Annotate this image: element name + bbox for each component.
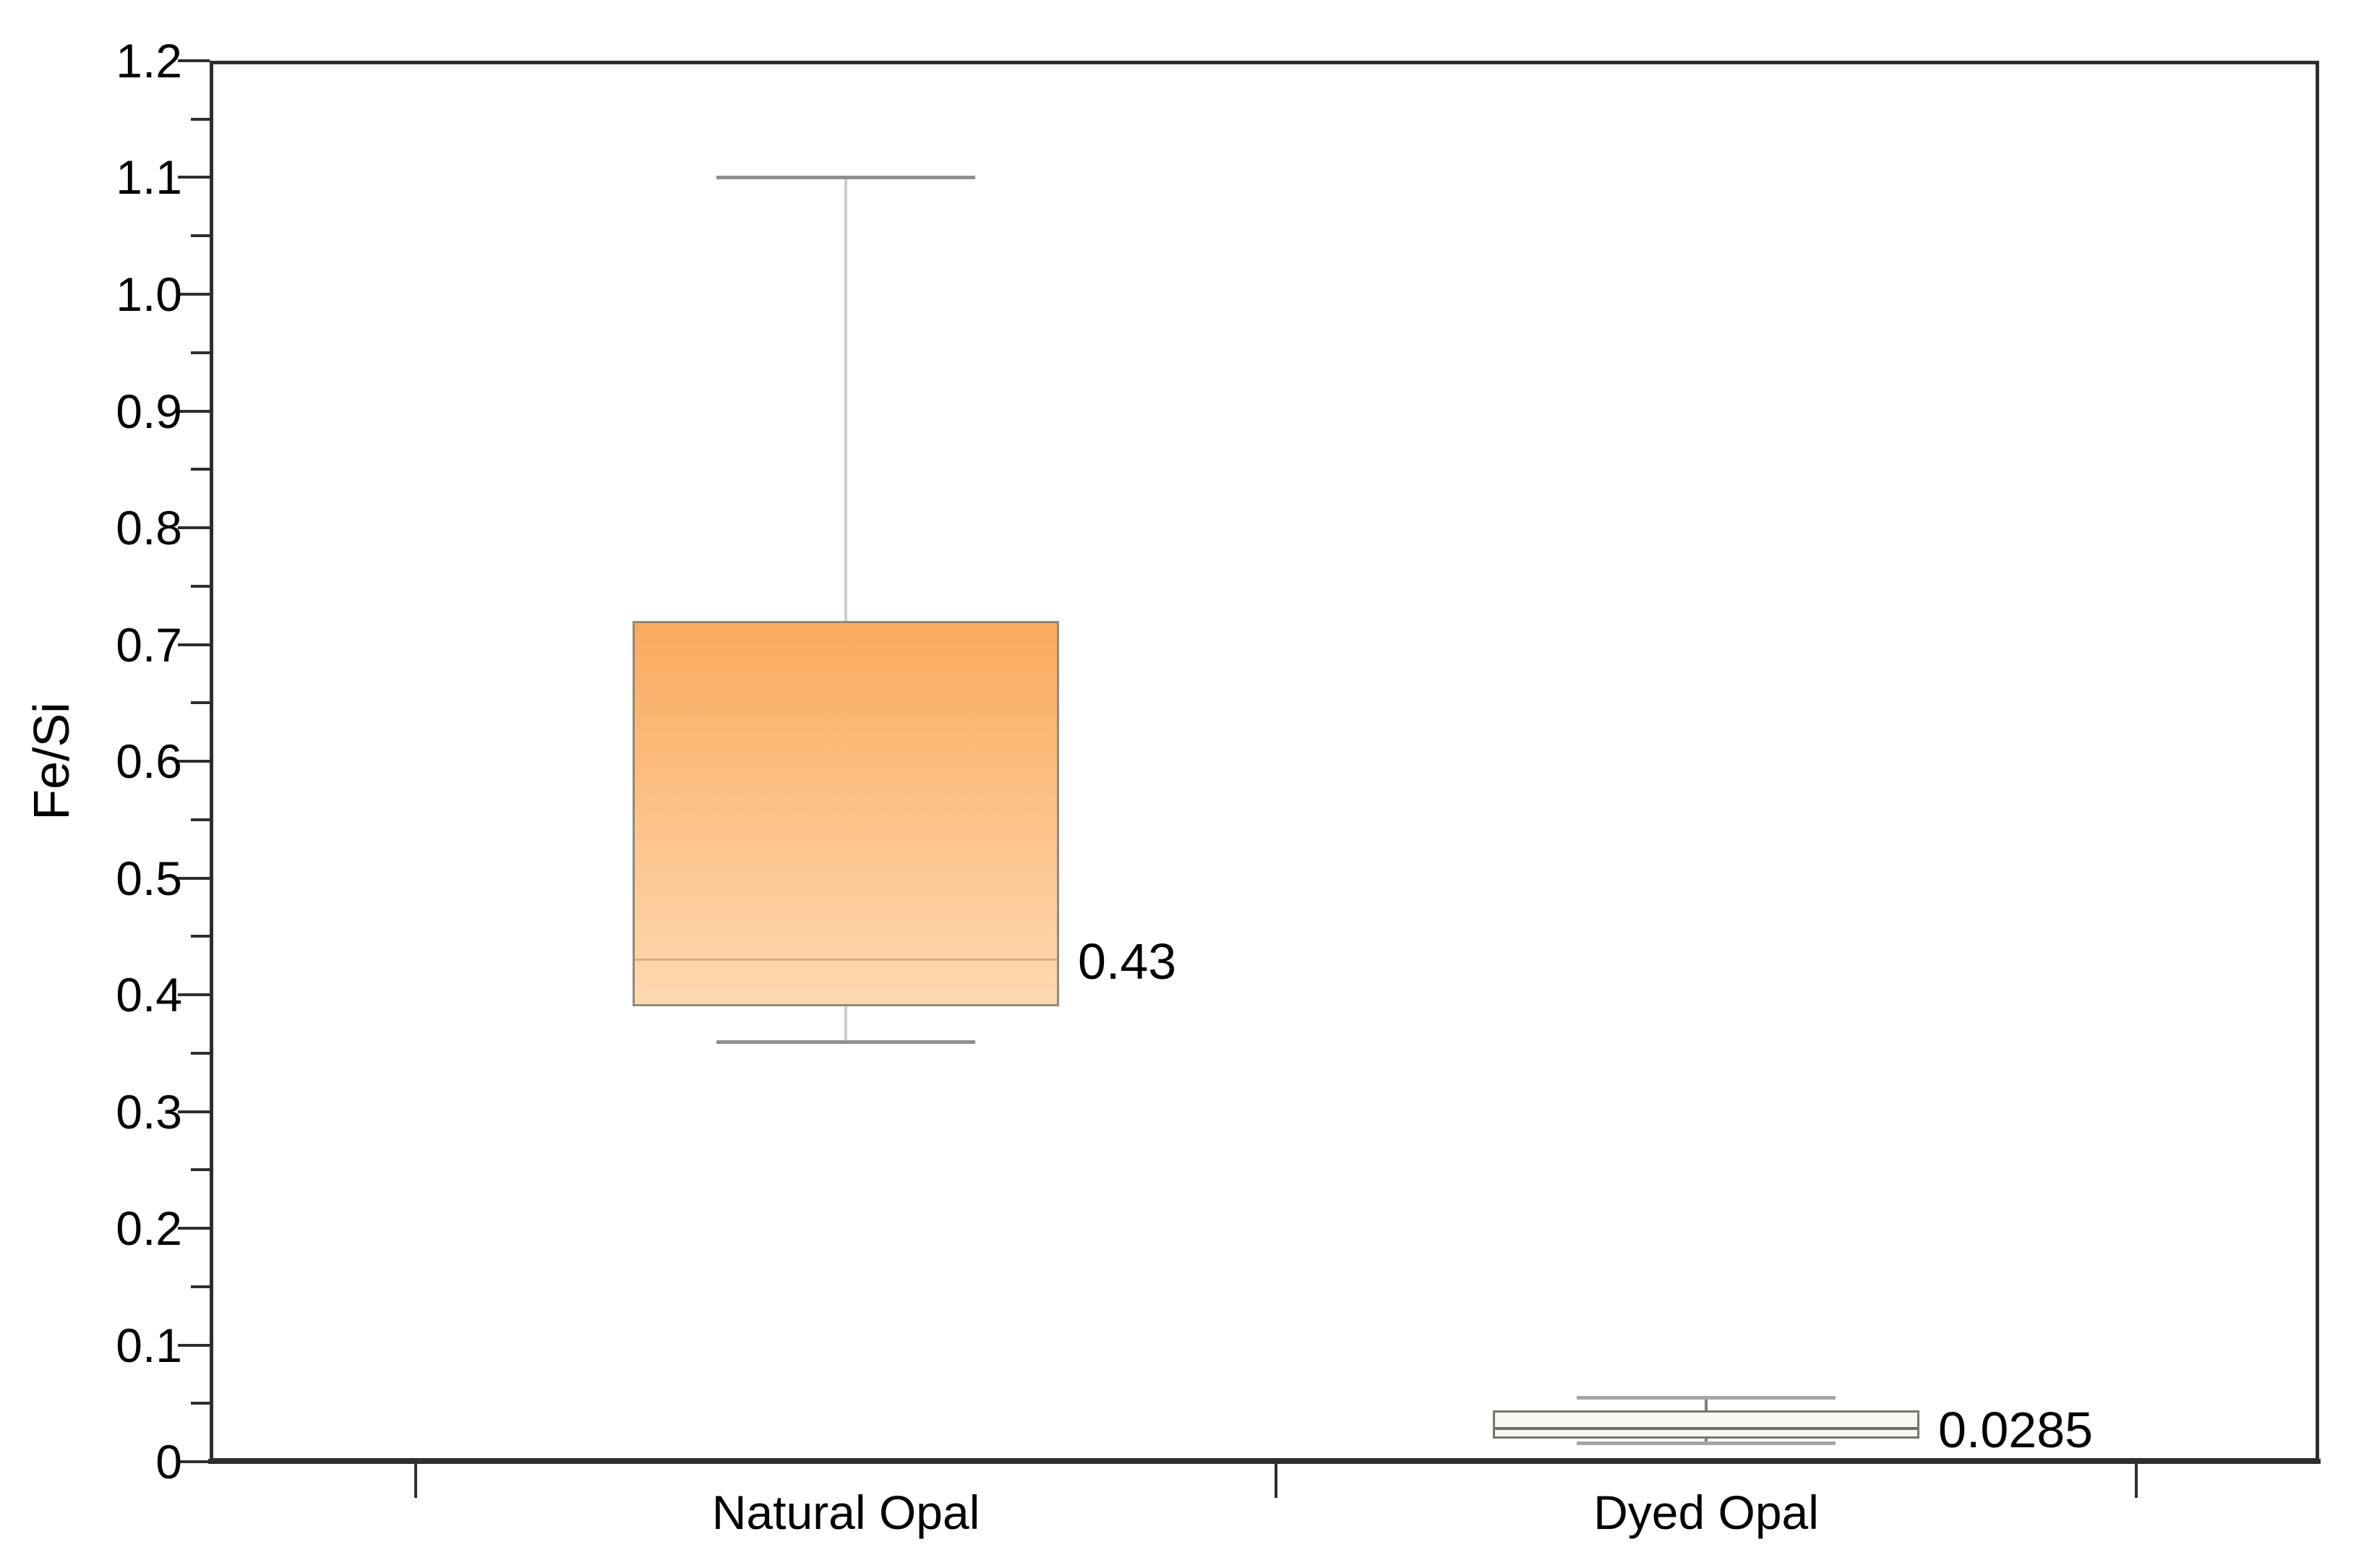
y-minor-tick [191,1052,210,1055]
y-major-tick [178,176,210,179]
whisker-lower-line-dyed-opal [1705,1439,1708,1443]
y-minor-tick [191,585,210,588]
y-tick-label: 0.3 [116,1085,182,1139]
y-major-tick [178,877,210,880]
whisker-upper-line-dyed-opal [1705,1397,1708,1410]
y-minor-tick [191,468,210,471]
y-minor-tick [191,1285,210,1288]
x-category-label: Natural Opal [711,1486,980,1539]
y-major-tick [178,993,210,996]
y-major-tick [178,1344,210,1347]
box-natural-opal [633,621,1059,1006]
y-tick-label: 0.8 [116,501,182,554]
median-line-natural-opal [635,959,1057,961]
y-major-tick [178,1110,210,1113]
y-minor-tick [191,1168,210,1171]
whisker-lower-cap-natural-opal [716,1040,975,1044]
y-minor-tick [191,118,210,121]
whisker-upper-cap-natural-opal [716,176,975,179]
y-major-tick [178,760,210,763]
x-category-label: Dyed Opal [1593,1486,1819,1539]
y-major-tick [178,410,210,413]
y-major-tick [178,526,210,529]
y-minor-tick [191,1402,210,1405]
y-major-tick [178,1227,210,1230]
x-division-tick [2135,1462,2138,1498]
x-division-tick [414,1462,417,1498]
y-tick-label: 1.2 [116,34,182,87]
whisker-upper-line-natural-opal [844,177,847,621]
median-line-dyed-opal [1495,1427,1917,1430]
y-tick-label: 0.7 [116,618,182,672]
x-division-tick [1275,1462,1277,1498]
y-major-tick [178,293,210,296]
y-tick-label: 1.1 [116,150,182,204]
y-tick-label: 0.2 [116,1201,182,1255]
y-minor-tick [191,935,210,938]
y-tick-label: 1.0 [116,267,182,321]
x-axis-baseline [208,1459,2321,1464]
y-minor-tick [191,701,210,704]
box-dyed-opal [1493,1410,1919,1439]
y-minor-tick [191,234,210,237]
median-annotation-dyed-opal: 0.0285 [1938,1402,2094,1458]
y-tick-label: 0.9 [116,385,182,438]
whisker-upper-cap-dyed-opal [1577,1396,1836,1400]
y-major-tick [178,59,210,62]
whisker-lower-cap-dyed-opal [1577,1441,1836,1445]
y-tick-label: 0 [155,1435,182,1488]
y-major-tick [178,1460,210,1463]
y-minor-tick [191,818,210,821]
y-tick-label: 0.1 [116,1319,182,1372]
median-annotation-natural-opal: 0.43 [1078,933,1177,990]
y-minor-tick [191,351,210,354]
y-major-tick [178,643,210,646]
whisker-lower-line-natural-opal [844,1006,847,1042]
y-tick-label: 0.6 [116,734,182,788]
y-tick-label: 0.5 [116,852,182,905]
y-tick-label: 0.4 [116,968,182,1021]
